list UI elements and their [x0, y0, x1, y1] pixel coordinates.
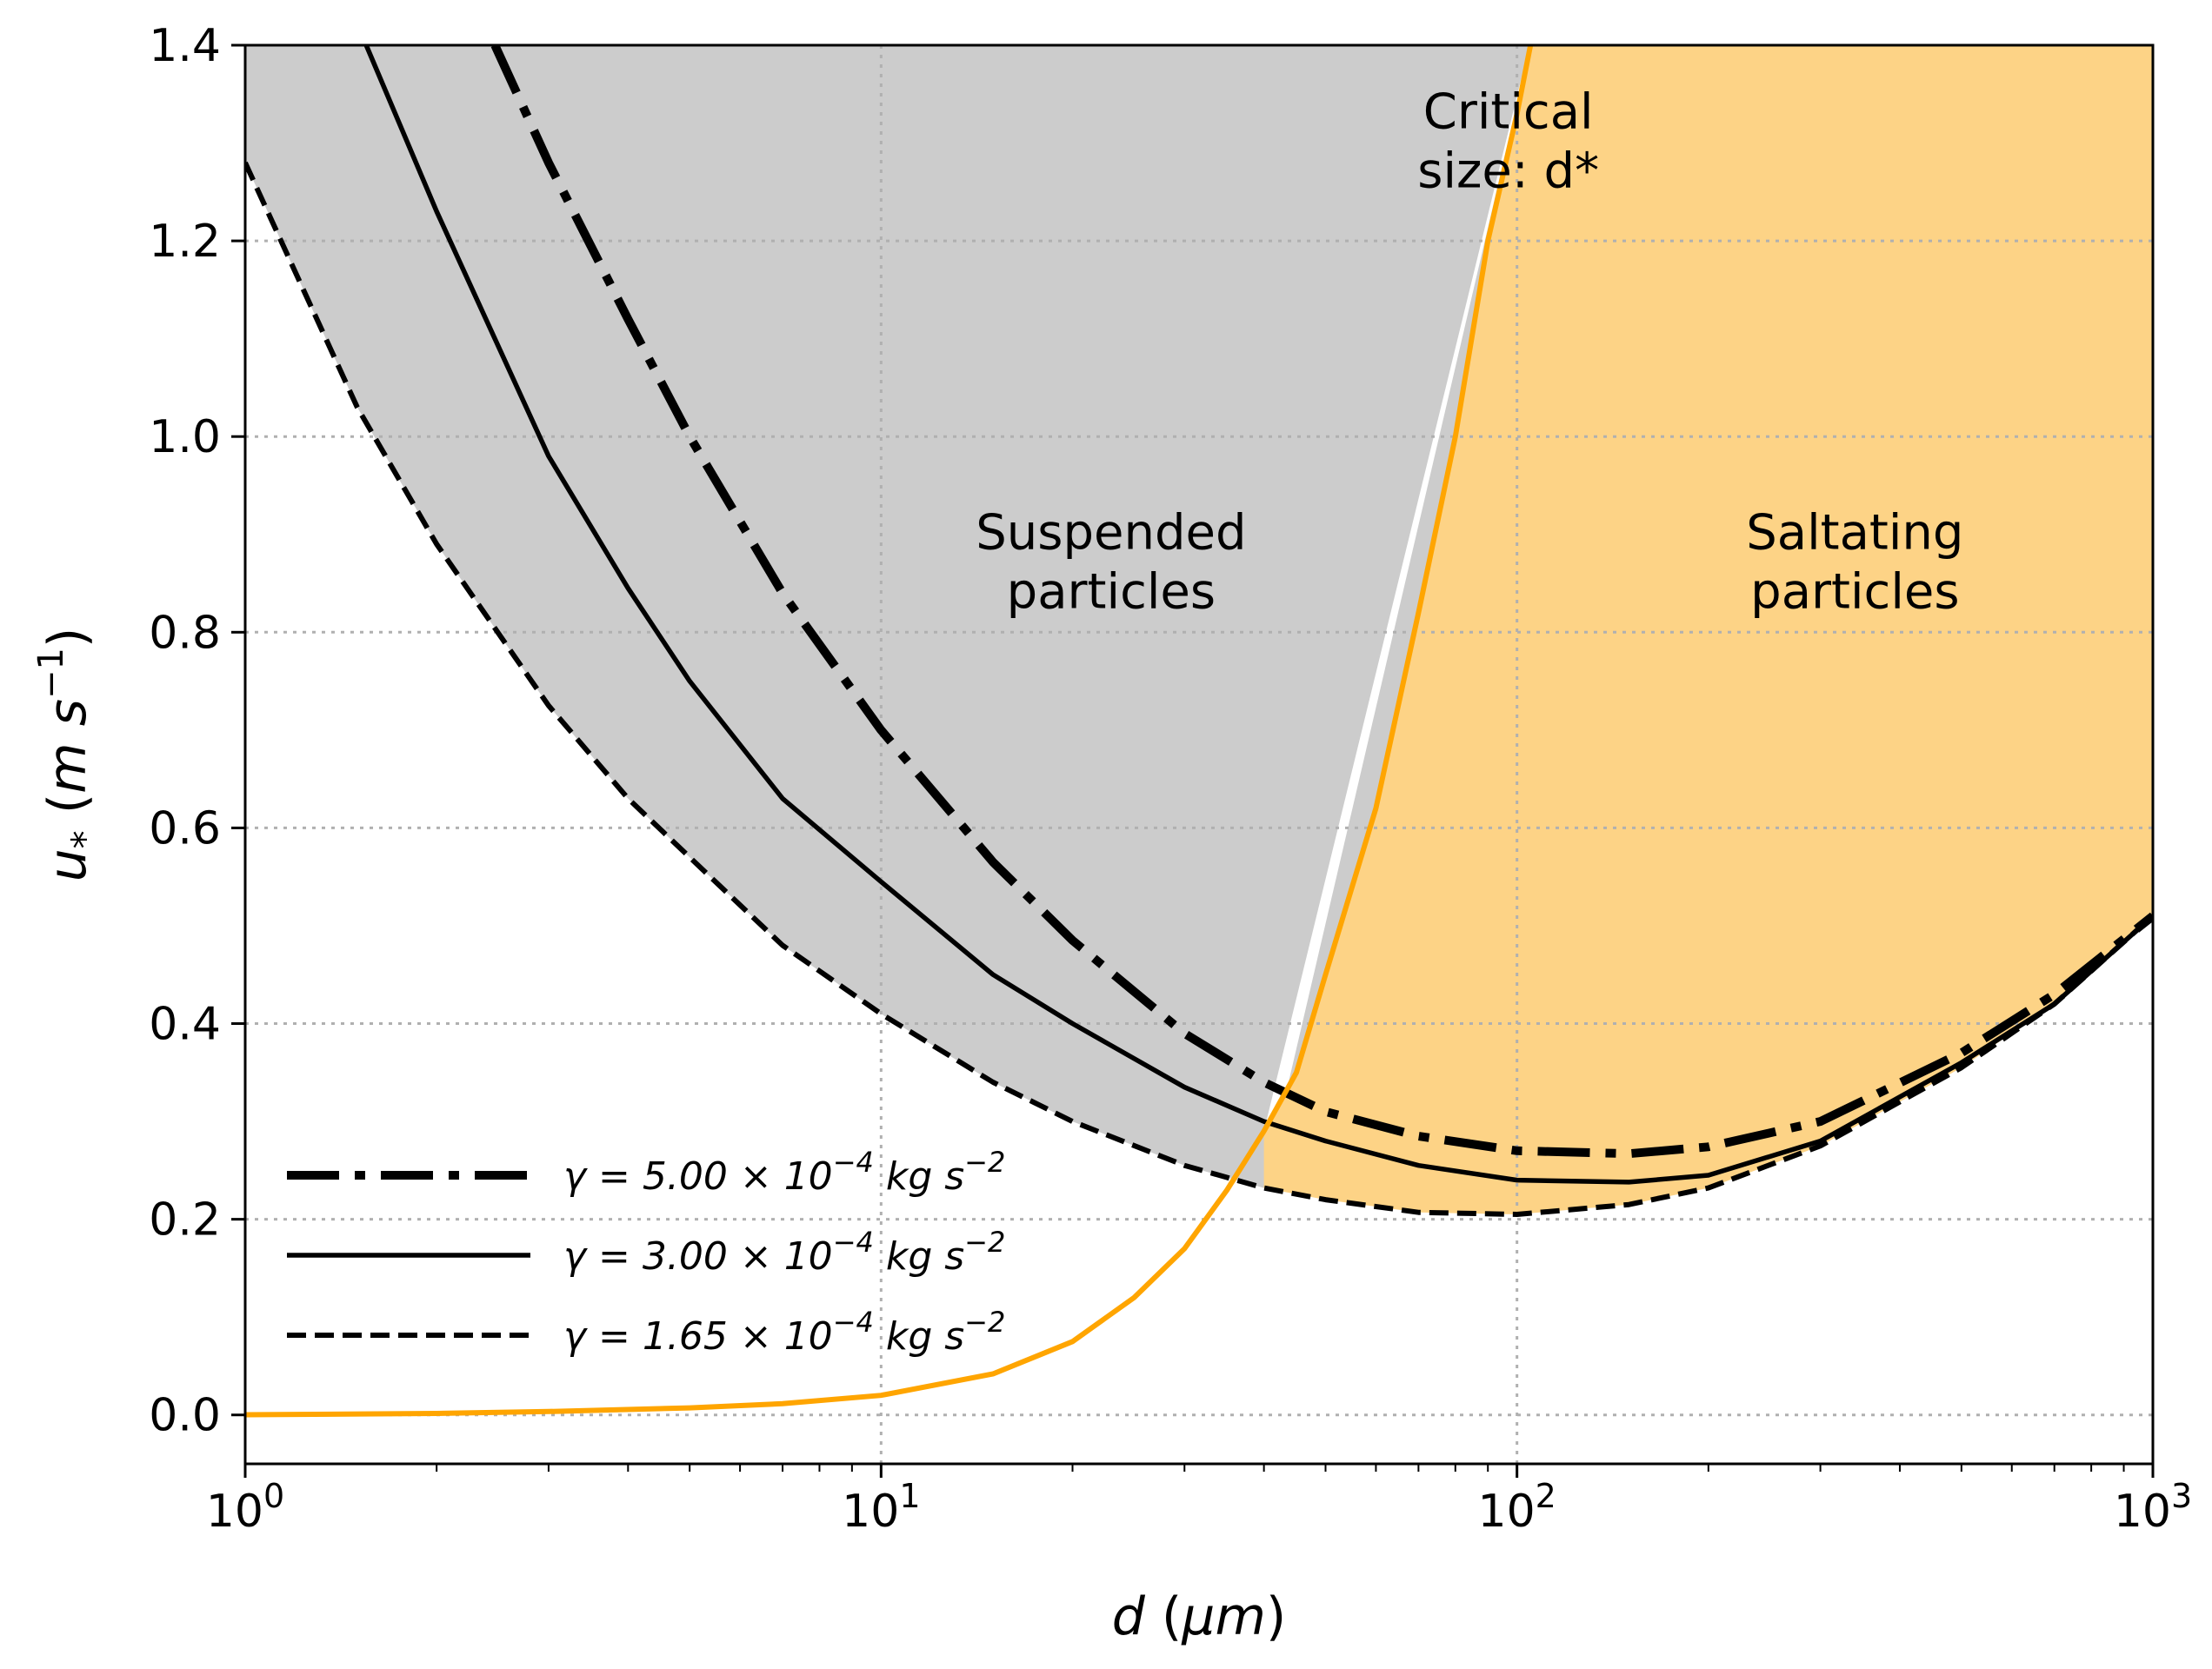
series-curve-dashed: [245, 161, 2153, 1217]
y-axis-label: u* (m s−1): [31, 628, 106, 882]
critical-size-curve: [245, 45, 1534, 1418]
y-tick-label: 1.2: [149, 216, 221, 268]
legend-label-dashdot: γ = 5.00 × 10−4 kg s−2: [563, 1146, 1005, 1199]
legend-label-solid: γ = 3.00 × 10−4 kg s−2: [563, 1226, 1005, 1279]
y-tick-label: 0.2: [149, 1194, 221, 1247]
y-tick-label: 0.6: [149, 802, 221, 854]
series-curve-dashdot: [490, 45, 2153, 1159]
suspended-region: [245, 45, 1531, 1188]
x-axis-label: d (μm): [1112, 1586, 1287, 1647]
legend: γ = 5.00 × 10−4 kg s−2 γ = 3.00 × 10−4 kg…: [287, 1146, 1005, 1359]
axis-ticks: [231, 43, 2155, 1478]
critical-size-label: Critical size: d*: [1417, 84, 1599, 200]
y-tick-label: 0.0: [149, 1390, 221, 1442]
saltating-region: [1263, 45, 2153, 1214]
x-tick-label: 103: [2114, 1477, 2192, 1538]
y-tick-label: 1.4: [149, 20, 221, 72]
region-label-saltating: Saltating particles: [1746, 505, 1963, 621]
curves: [245, 45, 2153, 1418]
region-fills: [245, 45, 2153, 1214]
plot-frame: [243, 43, 2155, 1466]
y-tick-label: 1.0: [149, 411, 221, 463]
grid: [245, 45, 2153, 1464]
region-labels: Suspended particles Saltating particles Crit…: [976, 84, 1963, 621]
x-tick-label: 102: [1477, 1477, 1556, 1538]
x-tick-label: 100: [206, 1477, 284, 1538]
axis-tick-labels: 100 101 102 103 0.0 0.2 0.4 0.6 0.8 1.0 1.2 1.4: [149, 20, 2192, 1538]
legend-label-dashed: γ = 1.65 × 10−4 kg s−2: [563, 1306, 1005, 1359]
y-tick-label: 0.8: [149, 607, 221, 659]
region-label-suspended: Suspended particles: [976, 505, 1246, 621]
y-tick-label: 0.4: [149, 999, 221, 1051]
series-curve-solid: [363, 45, 2153, 1185]
plot-area: [245, 45, 2153, 1464]
x-tick-label: 101: [842, 1477, 920, 1538]
